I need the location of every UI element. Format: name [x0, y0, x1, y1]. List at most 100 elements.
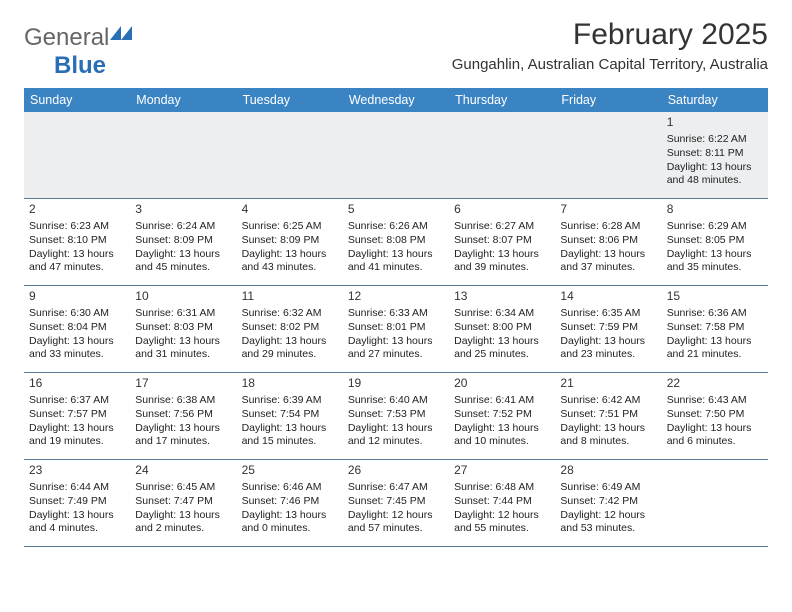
day-header-thursday: Thursday	[449, 88, 555, 112]
day-cell: 3Sunrise: 6:24 AMSunset: 8:09 PMDaylight…	[130, 199, 236, 285]
sunset-text: Sunset: 7:54 PM	[242, 408, 338, 422]
day-cell: 26Sunrise: 6:47 AMSunset: 7:45 PMDayligh…	[343, 460, 449, 546]
day-number: 24	[135, 463, 231, 479]
day-cell: 6 Sunrise: 6:27 AMSunset: 8:07 PMDaylight…	[449, 199, 555, 285]
day-cell	[343, 112, 449, 198]
sunrise-text: Sunrise: 6:38 AM	[135, 394, 231, 408]
day-cell: 10Sunrise: 6:31 AMSunset: 8:03 PMDayligh…	[130, 286, 236, 372]
daylight-text: Daylight: 13 hours and 6 minutes.	[667, 422, 763, 450]
day-number: 26	[348, 463, 444, 479]
day-cell: 5Sunrise: 6:26 AMSunset: 8:08 PMDaylight…	[343, 199, 449, 285]
daylight-text: Daylight: 13 hours and 15 minutes.	[242, 422, 338, 450]
day-header-sunday: Sunday	[24, 88, 130, 112]
sunset-text: Sunset: 7:57 PM	[29, 408, 125, 422]
day-header-wednesday: Wednesday	[343, 88, 449, 112]
day-cell: 14Sunrise: 6:35 AMSunset: 7:59 PMDayligh…	[555, 286, 661, 372]
calendar: Sunday Monday Tuesday Wednesday Thursday…	[24, 88, 768, 547]
day-cell: 13Sunrise: 6:34 AMSunset: 8:00 PMDayligh…	[449, 286, 555, 372]
sunrise-text: Sunrise: 6:34 AM	[454, 307, 550, 321]
day-cell: 20 Sunrise: 6:41 AMSunset: 7:52 PMDayligh…	[449, 373, 555, 459]
sunrise-text: Sunrise: 6:39 AM	[242, 394, 338, 408]
sunset-text: Sunset: 7:52 PM	[454, 408, 550, 422]
sunset-text: Sunset: 7:50 PM	[667, 408, 763, 422]
logo-triangle-icon	[110, 24, 132, 40]
daylight-text: Daylight: 13 hours and 0 minutes.	[242, 509, 338, 537]
daylight-text: Daylight: 13 hours and 39 minutes.	[454, 248, 550, 276]
sunrise-text: Sunrise: 6:35 AM	[560, 307, 656, 321]
sunrise-text: Sunrise: 6:43 AM	[667, 394, 763, 408]
day-cell: 8Sunrise: 6:29 AMSunset: 8:05 PMDaylight…	[662, 199, 768, 285]
logo-text: General Blue	[24, 24, 132, 80]
daylight-text: Daylight: 13 hours and 31 minutes.	[135, 335, 231, 363]
day-number: 15	[667, 289, 763, 305]
sunset-text: Sunset: 7:56 PM	[135, 408, 231, 422]
day-number: 11	[242, 289, 338, 305]
sunrise-text: Sunrise: 6:26 AM	[348, 220, 444, 234]
day-number: 1	[667, 115, 763, 131]
day-number: 20	[454, 376, 550, 392]
week-row: 2Sunrise: 6:23 AMSunset: 8:10 PMDaylight…	[24, 199, 768, 286]
day-number: 9	[29, 289, 125, 305]
sunrise-text: Sunrise: 6:31 AM	[135, 307, 231, 321]
day-number: 10	[135, 289, 231, 305]
daylight-text: Daylight: 13 hours and 33 minutes.	[29, 335, 125, 363]
sunset-text: Sunset: 7:51 PM	[560, 408, 656, 422]
day-cell	[130, 112, 236, 198]
daylight-text: Daylight: 13 hours and 4 minutes.	[29, 509, 125, 537]
daylight-text: Daylight: 13 hours and 43 minutes.	[242, 248, 338, 276]
day-number: 12	[348, 289, 444, 305]
logo: General Blue	[24, 24, 132, 80]
day-number: 14	[560, 289, 656, 305]
sunrise-text: Sunrise: 6:33 AM	[348, 307, 444, 321]
week-row: 1Sunrise: 6:22 AMSunset: 8:11 PMDaylight…	[24, 112, 768, 199]
day-number: 27	[454, 463, 550, 479]
logo-text-gray: General	[24, 24, 109, 51]
sunrise-text: Sunrise: 6:36 AM	[667, 307, 763, 321]
day-cell	[24, 112, 130, 198]
sunset-text: Sunset: 8:07 PM	[454, 234, 550, 248]
daylight-text: Daylight: 13 hours and 27 minutes.	[348, 335, 444, 363]
day-cell: 18Sunrise: 6:39 AMSunset: 7:54 PMDayligh…	[237, 373, 343, 459]
sunrise-text: Sunrise: 6:30 AM	[29, 307, 125, 321]
sunset-text: Sunset: 7:47 PM	[135, 495, 231, 509]
day-cell: 23Sunrise: 6:44 AMSunset: 7:49 PMDayligh…	[24, 460, 130, 546]
sunrise-text: Sunrise: 6:49 AM	[560, 481, 656, 495]
sunset-text: Sunset: 7:53 PM	[348, 408, 444, 422]
day-cell: 25Sunrise: 6:46 AMSunset: 7:46 PMDayligh…	[237, 460, 343, 546]
day-number: 6	[454, 202, 550, 218]
page-subtitle: Gungahlin, Australian Capital Territory,…	[452, 56, 768, 73]
daylight-text: Daylight: 13 hours and 35 minutes.	[667, 248, 763, 276]
day-cell: 11Sunrise: 6:32 AMSunset: 8:02 PMDayligh…	[237, 286, 343, 372]
sunset-text: Sunset: 8:00 PM	[454, 321, 550, 335]
sunrise-text: Sunrise: 6:27 AM	[454, 220, 550, 234]
sunrise-text: Sunrise: 6:25 AM	[242, 220, 338, 234]
sunrise-text: Sunrise: 6:45 AM	[135, 481, 231, 495]
sunrise-text: Sunrise: 6:41 AM	[454, 394, 550, 408]
daylight-text: Daylight: 13 hours and 45 minutes.	[135, 248, 231, 276]
sunset-text: Sunset: 7:59 PM	[560, 321, 656, 335]
daylight-text: Daylight: 13 hours and 47 minutes.	[29, 248, 125, 276]
day-cell: 15Sunrise: 6:36 AMSunset: 7:58 PMDayligh…	[662, 286, 768, 372]
day-header-monday: Monday	[130, 88, 236, 112]
day-cell: 1Sunrise: 6:22 AMSunset: 8:11 PMDaylight…	[662, 112, 768, 198]
day-number: 28	[560, 463, 656, 479]
day-cell: 7Sunrise: 6:28 AMSunset: 8:06 PMDaylight…	[555, 199, 661, 285]
sunset-text: Sunset: 8:02 PM	[242, 321, 338, 335]
day-number: 17	[135, 376, 231, 392]
week-row: 16Sunrise: 6:37 AMSunset: 7:57 PMDayligh…	[24, 373, 768, 460]
day-header-row: Sunday Monday Tuesday Wednesday Thursday…	[24, 88, 768, 112]
sunset-text: Sunset: 8:10 PM	[29, 234, 125, 248]
day-number: 8	[667, 202, 763, 218]
daylight-text: Daylight: 13 hours and 10 minutes.	[454, 422, 550, 450]
header: General Blue February 2025 Gungahlin, Au…	[24, 18, 768, 80]
sunrise-text: Sunrise: 6:29 AM	[667, 220, 763, 234]
calendar-page: General Blue February 2025 Gungahlin, Au…	[0, 0, 792, 547]
logo-text-blue: Blue	[54, 52, 106, 79]
title-block: February 2025 Gungahlin, Australian Capi…	[452, 18, 768, 73]
daylight-text: Daylight: 13 hours and 29 minutes.	[242, 335, 338, 363]
day-number: 7	[560, 202, 656, 218]
daylight-text: Daylight: 13 hours and 12 minutes.	[348, 422, 444, 450]
day-number: 25	[242, 463, 338, 479]
day-cell	[237, 112, 343, 198]
daylight-text: Daylight: 12 hours and 57 minutes.	[348, 509, 444, 537]
